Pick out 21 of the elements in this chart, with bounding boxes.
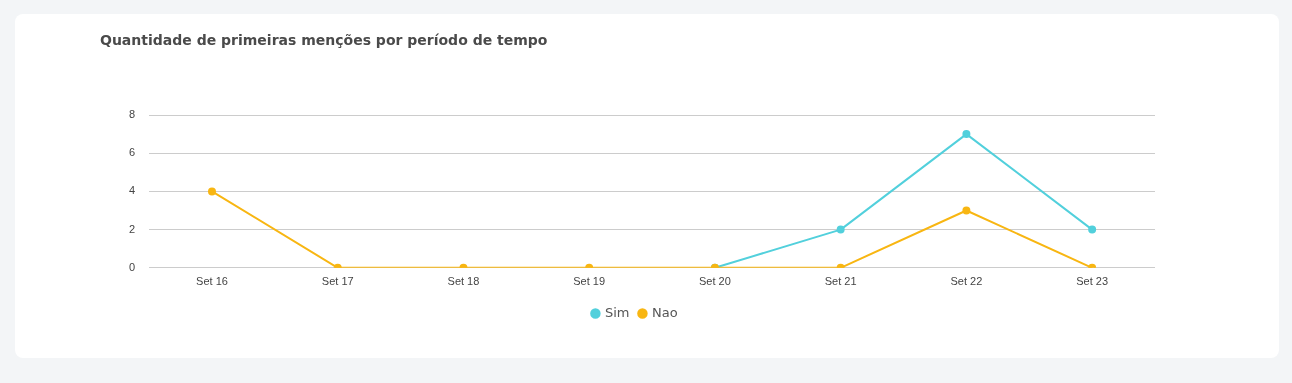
- point: [1088, 225, 1097, 234]
- x-tick-label: Set 18: [447, 275, 480, 288]
- x-tick-label: Set 17: [321, 275, 354, 288]
- point: [207, 187, 216, 196]
- x-tick-label: Set 20: [699, 275, 731, 288]
- y-tick-label: 2: [128, 222, 136, 235]
- y-tick-label: 8: [128, 108, 136, 121]
- point: [962, 206, 971, 215]
- legend-label: Sim: [604, 304, 630, 320]
- x-tick-label: Set 22: [950, 275, 983, 288]
- legend-label: Nao: [651, 304, 678, 320]
- point: [962, 130, 971, 139]
- x-tick-label: Set 16: [196, 275, 228, 288]
- y-tick-label: 0: [128, 260, 136, 273]
- x-tick-label: Set 23: [1076, 275, 1109, 288]
- point: [836, 225, 845, 234]
- y-tick-label: 6: [128, 146, 136, 159]
- x-tick-label: Set 19: [573, 275, 606, 288]
- chart-title: Quantidade de primeiras menções por período de tempo: [100, 32, 548, 48]
- x-tick-label: Set 21: [824, 275, 857, 288]
- y-tick-label: 4: [128, 184, 136, 197]
